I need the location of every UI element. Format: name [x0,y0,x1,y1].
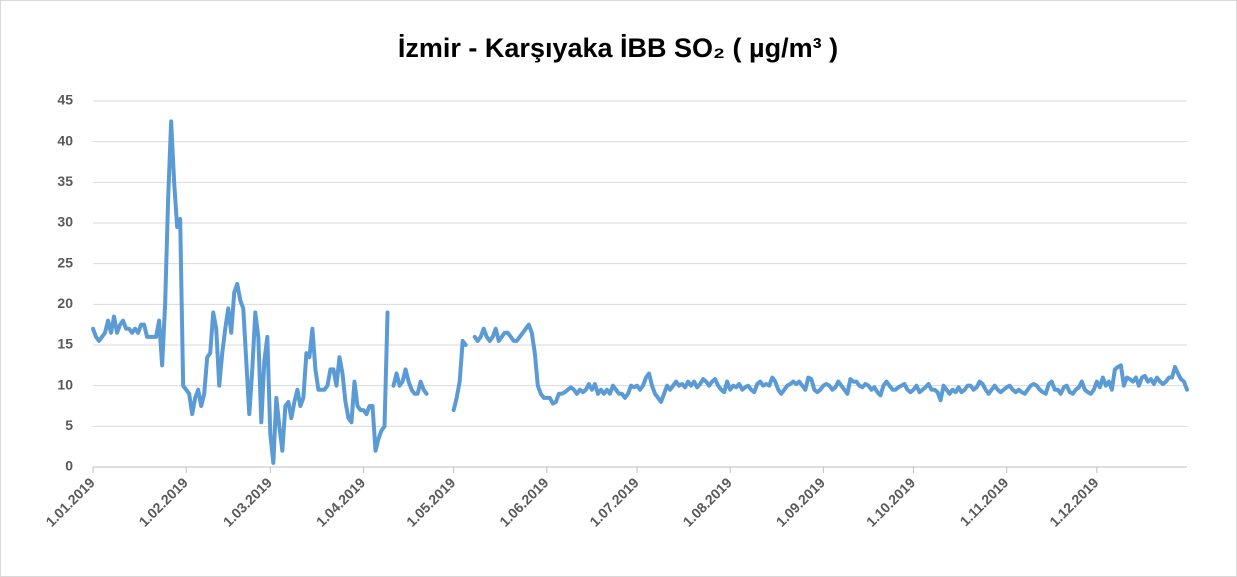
y-tick-label: 15 [57,336,73,352]
y-tick-label: 5 [65,417,73,433]
y-tick-label: 0 [65,458,73,474]
data-line [91,119,1189,465]
y-tick-label: 45 [57,92,73,108]
chart-title: İzmir - Karşıyaka İBB SO₂ ( µg/m³ ) [398,33,838,63]
y-tick-label: 25 [57,254,73,270]
y-tick-label: 10 [57,376,73,392]
y-tick-label: 20 [57,295,73,311]
y-tick-label: 35 [57,173,73,189]
y-tick-label: 30 [57,214,73,230]
y-tick-label: 40 [57,132,73,148]
